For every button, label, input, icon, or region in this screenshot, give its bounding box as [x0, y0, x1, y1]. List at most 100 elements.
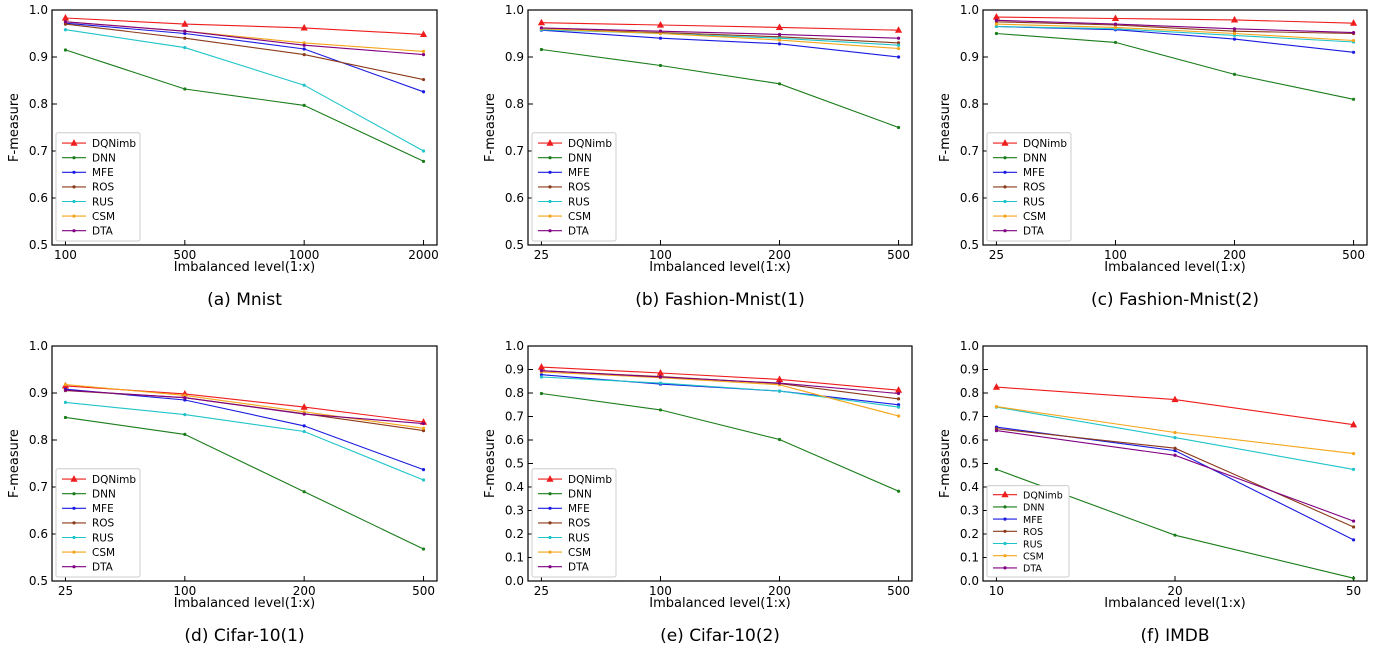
x-tick-label: 200 [768, 584, 791, 598]
data-point-dqnimb [300, 403, 308, 410]
legend-marker [546, 139, 554, 146]
legend-entry-dnn: DNN [92, 153, 116, 165]
y-tick-label: 1.0 [505, 339, 524, 353]
series-line-csm [996, 23, 1354, 42]
data-point-dnn [658, 408, 663, 412]
legend-marker [70, 475, 78, 482]
x-tick-label: 500 [1342, 248, 1365, 262]
data-point-dta [1232, 27, 1237, 31]
series-line-dta [996, 19, 1354, 34]
legend-entry-ros: ROS [568, 518, 591, 530]
y-tick-label: 0.8 [960, 386, 979, 400]
plot-frame [51, 345, 438, 582]
data-point-dnn [421, 159, 426, 163]
y-tick-label: 0.5 [960, 457, 979, 471]
data-point-csm [1113, 25, 1118, 29]
data-point-dta [183, 29, 187, 33]
data-point-dqnimb [992, 13, 1001, 20]
legend-box [531, 132, 617, 242]
data-point-rus [183, 413, 187, 417]
x-tick-label: 500 [412, 584, 435, 598]
data-point-dta [302, 412, 306, 416]
legend-marker [548, 550, 552, 554]
series-line-mfe [65, 388, 424, 471]
legend-entry-ros: ROS [1023, 182, 1046, 194]
data-point-csm [421, 49, 426, 53]
legend-entry-mfe: MFE [1023, 515, 1043, 526]
legend-entry-dta: DTA [92, 226, 114, 238]
data-point-csm [994, 405, 999, 409]
y-tick-label: 0.7 [960, 410, 979, 424]
data-point-dta [658, 375, 663, 379]
series-line-dta [65, 21, 424, 56]
data-point-dnn [183, 87, 187, 91]
x-tick-label: 1000 [289, 248, 320, 262]
data-point-dnn [539, 391, 544, 396]
data-point-ros [896, 397, 901, 401]
legend-entry-mfe: MFE [92, 167, 114, 179]
legend-entry-mfe: MFE [1023, 167, 1045, 179]
y-tick-label: 0.4 [505, 480, 524, 494]
y-tick-label: 0.7 [29, 480, 48, 494]
data-point-dta [421, 421, 426, 426]
data-point-dqnimb [537, 363, 546, 370]
y-tick-label: 0.5 [29, 238, 48, 252]
legend-marker [72, 492, 76, 496]
data-point-dta [1351, 30, 1356, 35]
legend-entry-dta: DTA [1023, 564, 1042, 575]
data-point-dqnimb [1111, 14, 1120, 22]
x-tick-label: 100 [649, 248, 672, 262]
legend-marker [72, 550, 76, 554]
legend-marker [548, 506, 552, 510]
x-axis-label: Imbalanced level(1:x) [174, 596, 315, 611]
data-point-dqnimb [300, 23, 308, 31]
y-tick-label: 0.9 [505, 50, 524, 64]
legend-entry-rus: RUS [568, 196, 590, 208]
legend-marker [72, 170, 76, 174]
y-tick-label: 0.9 [505, 363, 524, 377]
data-point-mfe [421, 468, 426, 472]
x-tick-label: 100 [173, 584, 196, 598]
panel-caption: (d) Cifar-10(1) [184, 626, 304, 646]
x-axis-label: Imbalanced level(1:x) [649, 596, 790, 611]
series-line-csm [541, 371, 899, 417]
y-tick-label: 1.0 [960, 339, 979, 353]
legend-entry-dnn: DNN [1023, 503, 1045, 514]
data-point-csm [994, 22, 999, 26]
legend-marker [72, 185, 76, 189]
data-point-dta [1351, 519, 1356, 523]
data-point-dnn [183, 432, 187, 436]
data-point-dnn [1113, 40, 1118, 45]
y-tick-label: 0.1 [960, 551, 979, 565]
chart-panel-2: 0.5 0.6 0.7 0.8 0.9 1.0 25 100 200 500 Imbalanced … [483, 3, 913, 310]
data-point-dta [539, 26, 544, 30]
legend-marker [1003, 517, 1007, 521]
plot-frame [51, 9, 438, 246]
legend-entry-ros: ROS [1023, 527, 1043, 538]
data-point-mfe [183, 398, 187, 402]
data-point-ros [183, 36, 187, 40]
legend-entry-dta: DTA [568, 562, 590, 574]
legend-marker [72, 156, 76, 160]
y-tick-label: 0.8 [29, 97, 48, 111]
series-line-dnn [541, 392, 899, 492]
series-line-dta [541, 370, 899, 395]
data-point-dqnimb [1349, 420, 1358, 428]
series-line-dnn [65, 49, 424, 162]
data-point-dta [302, 43, 306, 47]
data-point-ros [421, 429, 426, 433]
series-line-ros [65, 23, 424, 81]
data-point-csm [183, 393, 187, 397]
legend-entry-dta: DTA [1023, 226, 1045, 238]
data-point-dnn [777, 437, 782, 442]
panel-caption: (e) Cifar-10(2) [660, 626, 780, 646]
data-point-rus [1173, 436, 1177, 440]
plot-frame [982, 9, 1368, 246]
data-point-ros [421, 77, 426, 82]
legend-marker [548, 492, 552, 496]
data-point-rus [63, 400, 68, 404]
data-point-csm [63, 382, 68, 387]
data-point-mfe [302, 47, 306, 51]
data-point-csm [1173, 430, 1177, 435]
data-point-ros [1173, 446, 1177, 450]
